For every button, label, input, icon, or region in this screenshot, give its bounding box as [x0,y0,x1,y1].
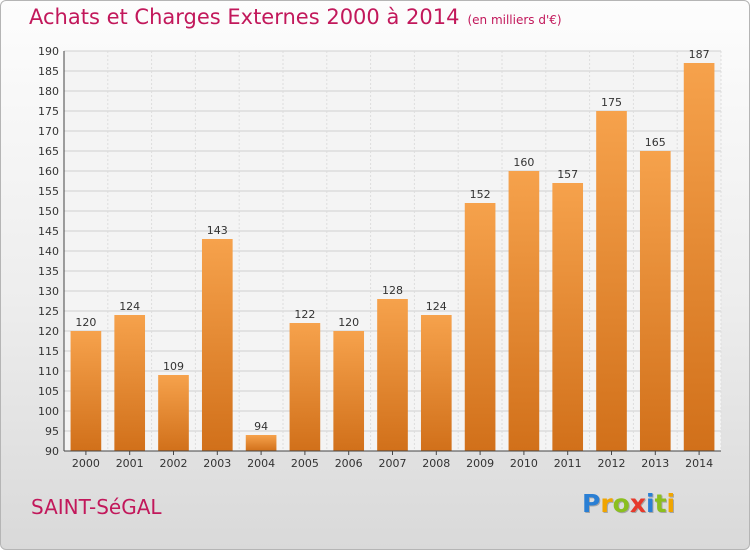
bar-2012 [596,111,627,451]
y-tick-label: 165 [38,145,59,158]
bar-2002 [158,375,189,451]
x-tick-label: 2014 [685,457,713,470]
x-tick-label: 2010 [510,457,538,470]
data-label-2006: 120 [338,316,359,329]
y-tick-label: 110 [38,365,59,378]
y-tick-label: 115 [38,345,59,358]
y-tick-label: 135 [38,265,59,278]
y-tick-label: 170 [38,125,59,138]
y-tick-label: 180 [38,85,59,98]
bar-2008 [420,315,452,451]
data-label-2008: 124 [426,300,447,313]
data-label-2014: 187 [689,48,710,61]
bar-2004 [245,435,277,451]
x-tick-label: 2007 [379,457,407,470]
title-main: Achats et Charges Externes 2000 à 2014 [29,5,460,29]
brand-letter: t [654,489,667,518]
y-tick-label: 155 [38,185,59,198]
brand-letter: P [582,489,601,518]
bar-2007 [377,299,408,451]
y-tick-label: 125 [38,305,59,318]
data-label-2009: 152 [470,188,491,201]
x-tick-label: 2001 [116,457,144,470]
x-tick-label: 2004 [247,457,275,470]
bar-2001 [114,315,146,451]
x-tick-label: 2008 [422,457,450,470]
title-unit: (en milliers d'€) [467,13,562,27]
y-tick-label: 150 [38,205,59,218]
data-label-2012: 175 [601,96,622,109]
y-tick-label: 140 [38,245,59,258]
data-label-2003: 143 [207,224,228,237]
bar-2010 [508,171,540,451]
x-tick-label: 2013 [641,457,669,470]
bar-2005 [289,323,321,451]
y-tick-label: 100 [38,405,59,418]
data-label-2007: 128 [382,284,403,297]
bar-2006 [333,331,365,451]
y-tick-label: 190 [38,45,59,58]
data-label-2013: 165 [645,136,666,149]
brand-logo: Proxiti [582,489,675,518]
x-tick-label: 2005 [291,457,319,470]
y-tick-label: 185 [38,65,59,78]
x-tick-label: 2009 [466,457,494,470]
x-tick-label: 2011 [554,457,582,470]
brand-letter: i [666,489,676,518]
bar-2000 [70,331,102,451]
brand-letter: i [646,489,655,518]
y-tick-label: 105 [38,385,59,398]
x-tick-label: 2006 [335,457,363,470]
data-label-2010: 160 [513,156,534,169]
brand-letter: o [612,489,630,518]
bar-2003 [201,239,233,451]
y-tick-label: 175 [38,105,59,118]
data-label-2001: 124 [119,300,140,313]
data-label-2005: 122 [294,308,315,321]
bar-2009 [464,203,496,451]
y-tick-label: 160 [38,165,59,178]
x-tick-label: 2002 [160,457,188,470]
data-label-2000: 120 [75,316,96,329]
data-label-2011: 157 [557,168,578,181]
x-tick-label: 2012 [598,457,626,470]
x-tick-label: 2000 [72,457,100,470]
data-label-2004: 94 [254,420,268,433]
brand-letter: r [600,489,613,518]
chart-title: Achats et Charges Externes 2000 à 2014 (e… [29,5,562,29]
y-tick-label: 145 [38,225,59,238]
y-tick-label: 130 [38,285,59,298]
y-tick-label: 90 [45,445,59,458]
bar-2014 [683,63,715,451]
data-label-2002: 109 [163,360,184,373]
x-tick-label: 2003 [203,457,231,470]
y-tick-label: 120 [38,325,59,338]
brand-letter: x [629,489,646,518]
bar-2013 [639,151,671,451]
bar-2011 [552,183,584,451]
y-tick-label: 95 [45,425,59,438]
place-name: SAINT-SéGAL [31,495,162,519]
